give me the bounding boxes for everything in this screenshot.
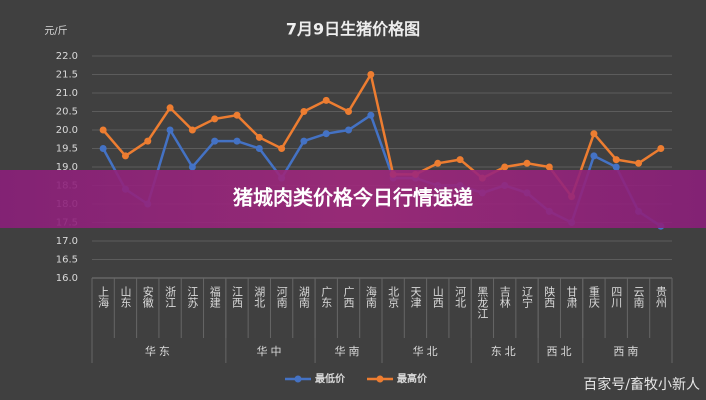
data-point [99,126,107,134]
group-label: 西南 [613,345,641,358]
x-tick-label: 广东 [320,286,333,308]
data-point [121,152,129,160]
x-tick-label: 安徽 [141,285,154,309]
x-tick-label: 湖南 [297,286,310,308]
x-tick-label: 重庆 [587,285,600,309]
y-tick-label: 19.5 [56,144,78,155]
x-tick-label: 北京 [387,286,400,309]
data-point [188,163,196,171]
data-point [255,133,263,141]
y-tick-label: 22.0 [56,51,78,62]
group-label: 西北 [546,345,574,358]
data-point [166,126,174,134]
data-point [612,163,620,171]
banner-text: 猪城肉类价格今日行情速递 [233,186,473,210]
data-point [434,159,442,167]
data-point [300,108,308,115]
x-tick-label: 山西 [431,286,444,308]
data-point [501,163,509,171]
data-point [300,137,308,145]
x-tick-label: 福建 [208,285,221,309]
legend-label: 最高价 [397,372,428,385]
y-tick-label: 19.0 [56,162,78,173]
data-point [657,145,665,152]
x-tick-label: 河北 [454,286,467,308]
group-label: 华北 [413,344,441,358]
data-point [99,145,107,152]
data-point [233,137,241,145]
x-tick-label: 湖北 [253,286,266,308]
data-point [278,145,286,152]
x-tick-label: 陕西 [543,285,556,308]
x-tick-label: 辽宁 [521,286,534,308]
x-tick-label: 广西 [342,286,355,308]
x-tick-label: 山东 [119,286,132,308]
x-tick-label: 贵州 [654,286,667,308]
y-tick-label: 16.5 [56,255,78,266]
data-point [590,152,598,160]
legend-marker [376,375,384,383]
data-point [635,159,643,167]
x-tick-label: 海南 [364,285,377,308]
x-tick-label: 吉林 [498,286,511,308]
data-point [590,130,598,138]
y-axis-label: 元/斤 [44,25,67,37]
x-tick-label: 黑龙江 [476,286,489,319]
data-point [255,145,263,152]
legend-label: 最低价 [315,372,346,385]
x-tick-label: 上海 [97,286,110,309]
watermark: 百家号/畜牧小新人 [583,376,700,393]
x-tick-label: 天津 [409,286,422,308]
group-label: 东北 [491,345,519,358]
data-point [612,156,620,164]
data-point [188,126,196,134]
x-tick-label: 江西 [231,286,244,308]
y-tick-label: 17.0 [56,236,78,247]
data-point [322,130,330,138]
x-tick-label: 四川 [610,286,623,308]
x-tick-label: 河南 [275,286,288,308]
data-point [322,96,330,104]
data-point [367,71,375,78]
data-point [523,159,531,167]
chart-title: 7月9日生猪价格图 [286,20,420,39]
y-tick-label: 16.0 [56,273,78,284]
data-point [211,115,219,123]
data-point [456,156,464,164]
y-tick-label: 20.0 [56,125,78,136]
data-point [345,108,353,115]
group-label: 华南 [335,344,363,358]
data-point [367,111,375,119]
legend-marker [294,375,302,383]
group-label: 华中 [256,344,284,358]
data-point [144,137,152,145]
y-tick-label: 21.5 [56,70,78,81]
y-tick-label: 21.0 [56,88,78,99]
data-point [233,111,241,119]
y-tick-label: 20.5 [56,107,78,118]
data-point [545,163,553,171]
data-point [166,104,174,112]
x-tick-label: 江苏 [186,286,199,309]
data-point [211,137,219,145]
group-label: 华东 [145,344,173,358]
x-tick-label: 浙江 [164,286,177,308]
banner-band [0,170,706,228]
x-tick-label: 甘肃 [565,286,578,309]
data-point [345,126,353,134]
x-tick-label: 云南 [632,286,645,308]
